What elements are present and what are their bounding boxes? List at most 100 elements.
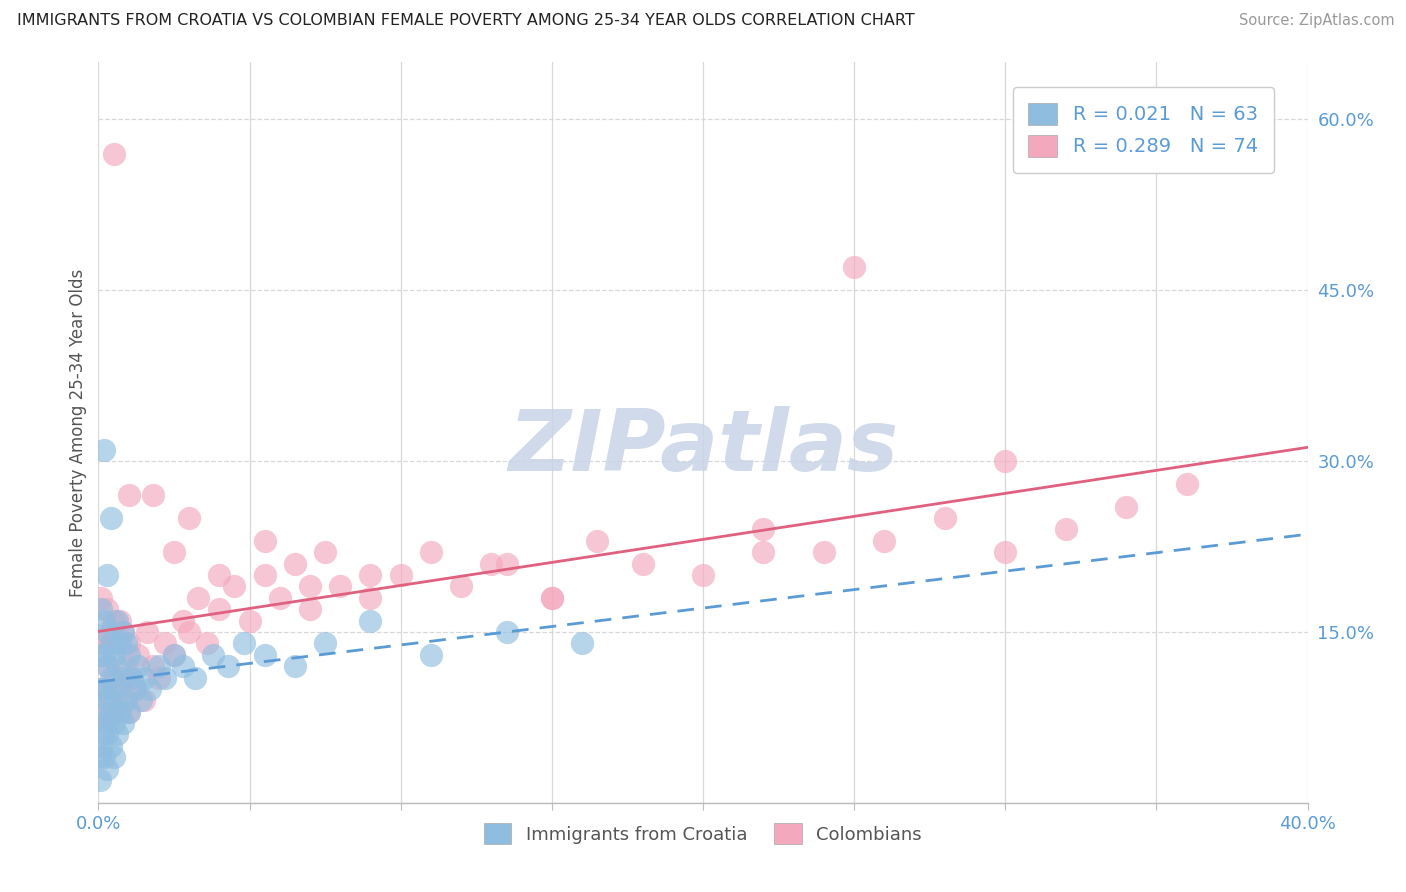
Point — [124, 681, 146, 696]
Point — [100, 624, 122, 639]
Point — [253, 568, 276, 582]
Point — [163, 648, 186, 662]
Point — [118, 636, 141, 650]
Point — [329, 579, 352, 593]
Point — [195, 636, 218, 650]
Point — [153, 671, 176, 685]
Point — [108, 636, 131, 650]
Point — [127, 648, 149, 662]
Point — [360, 591, 382, 605]
Point — [360, 614, 382, 628]
Point — [100, 511, 122, 525]
Point — [111, 624, 134, 639]
Point — [93, 750, 115, 764]
Point — [1115, 500, 1137, 514]
Point — [132, 693, 155, 707]
Point — [389, 568, 412, 582]
Point — [111, 671, 134, 685]
Point — [481, 557, 503, 571]
Point — [121, 671, 143, 685]
Point — [299, 579, 322, 593]
Point — [208, 602, 231, 616]
Y-axis label: Female Poverty Among 25-34 Year Olds: Female Poverty Among 25-34 Year Olds — [69, 268, 87, 597]
Point — [103, 648, 125, 662]
Point — [90, 681, 112, 696]
Point — [163, 648, 186, 662]
Point — [139, 681, 162, 696]
Point — [284, 659, 307, 673]
Point — [1054, 523, 1077, 537]
Point — [124, 681, 146, 696]
Point — [142, 488, 165, 502]
Point — [540, 591, 562, 605]
Point — [105, 614, 128, 628]
Text: Source: ZipAtlas.com: Source: ZipAtlas.com — [1239, 13, 1395, 29]
Point — [217, 659, 239, 673]
Point — [314, 636, 336, 650]
Point — [89, 636, 111, 650]
Point — [127, 659, 149, 673]
Point — [89, 750, 111, 764]
Point — [114, 693, 136, 707]
Point — [103, 681, 125, 696]
Point — [96, 602, 118, 616]
Point — [105, 693, 128, 707]
Text: ZIPatlas: ZIPatlas — [508, 406, 898, 489]
Point — [118, 648, 141, 662]
Point — [184, 671, 207, 685]
Point — [269, 591, 291, 605]
Point — [90, 739, 112, 753]
Point — [239, 614, 262, 628]
Point — [1175, 476, 1198, 491]
Point — [934, 511, 956, 525]
Point — [100, 705, 122, 719]
Point — [108, 705, 131, 719]
Point — [96, 693, 118, 707]
Point — [571, 636, 593, 650]
Point — [105, 659, 128, 673]
Point — [96, 727, 118, 741]
Point — [540, 591, 562, 605]
Point — [100, 636, 122, 650]
Point — [420, 648, 443, 662]
Point — [153, 636, 176, 650]
Point — [692, 568, 714, 582]
Point — [844, 260, 866, 275]
Point — [284, 557, 307, 571]
Point — [163, 545, 186, 559]
Point — [103, 750, 125, 764]
Point — [179, 624, 201, 639]
Point — [314, 545, 336, 559]
Point — [93, 636, 115, 650]
Point — [224, 579, 246, 593]
Point — [752, 523, 775, 537]
Point — [103, 671, 125, 685]
Point — [111, 716, 134, 731]
Point — [93, 614, 115, 628]
Point — [253, 648, 276, 662]
Point — [93, 442, 115, 457]
Point — [114, 659, 136, 673]
Point — [142, 659, 165, 673]
Point — [121, 671, 143, 685]
Point — [96, 716, 118, 731]
Point — [360, 568, 382, 582]
Point — [148, 659, 170, 673]
Point — [172, 659, 194, 673]
Point — [89, 772, 111, 787]
Point — [495, 624, 517, 639]
Point — [96, 762, 118, 776]
Point — [96, 624, 118, 639]
Point — [91, 727, 114, 741]
Point — [118, 705, 141, 719]
Point — [100, 739, 122, 753]
Point — [103, 716, 125, 731]
Point — [103, 614, 125, 628]
Point — [994, 545, 1017, 559]
Point — [495, 557, 517, 571]
Text: IMMIGRANTS FROM CROATIA VS COLOMBIAN FEMALE POVERTY AMONG 25-34 YEAR OLDS CORREL: IMMIGRANTS FROM CROATIA VS COLOMBIAN FEM… — [17, 13, 915, 29]
Point — [752, 545, 775, 559]
Point — [179, 511, 201, 525]
Point — [135, 624, 157, 639]
Point — [232, 636, 254, 650]
